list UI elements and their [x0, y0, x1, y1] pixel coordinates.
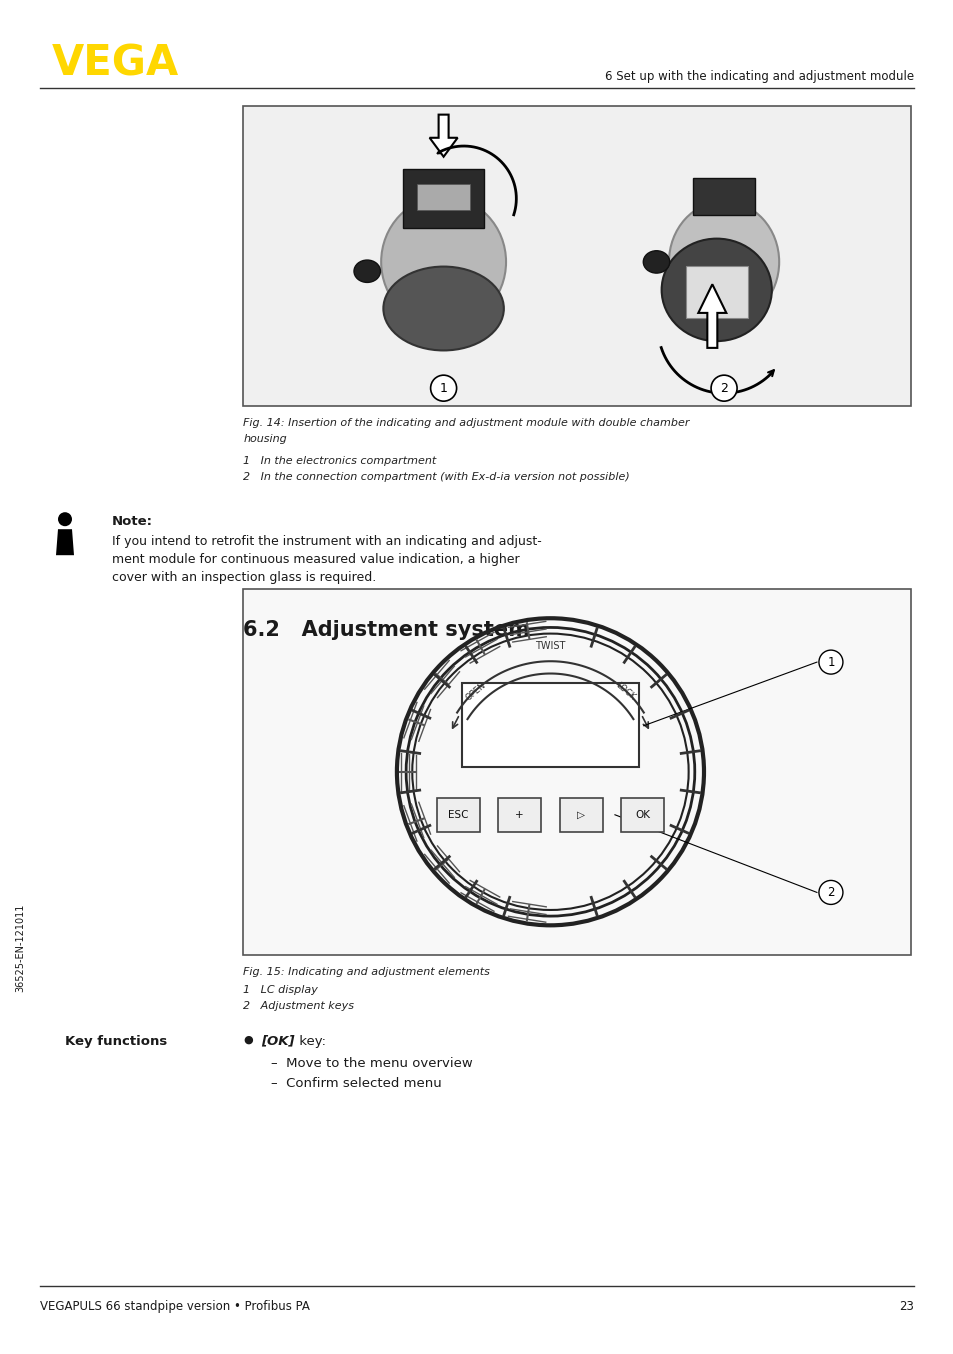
- Ellipse shape: [642, 250, 669, 274]
- Text: VEGAPULS 66 standpipe version • Profibus PA: VEGAPULS 66 standpipe version • Profibus…: [40, 1300, 310, 1313]
- Circle shape: [818, 650, 842, 674]
- Bar: [497, 798, 540, 831]
- Bar: [685, 265, 747, 318]
- Text: 6.2   Adjustment system: 6.2 Adjustment system: [243, 620, 530, 640]
- Text: ESC: ESC: [448, 810, 468, 819]
- Text: 1: 1: [439, 382, 447, 394]
- Text: Key functions: Key functions: [65, 1034, 167, 1048]
- Text: LOCK: LOCK: [613, 681, 636, 701]
- Circle shape: [404, 626, 696, 918]
- Text: 6 Set up with the indicating and adjustment module: 6 Set up with the indicating and adjustm…: [604, 70, 913, 83]
- Bar: [243, 589, 910, 955]
- Text: Fig. 14: Insertion of the indicating and adjustment module with double chamber: Fig. 14: Insertion of the indicating and…: [243, 418, 689, 428]
- Text: key:: key:: [295, 1034, 326, 1048]
- Polygon shape: [429, 115, 457, 157]
- Text: OK: OK: [635, 810, 649, 819]
- Bar: [559, 798, 602, 831]
- Ellipse shape: [381, 196, 505, 328]
- Text: If you intend to retrofit the instrument with an indicating and adjust-: If you intend to retrofit the instrument…: [112, 535, 541, 548]
- Text: Note:: Note:: [112, 516, 152, 528]
- Bar: [243, 106, 910, 406]
- Bar: [461, 682, 639, 768]
- Text: TWIST: TWIST: [535, 640, 565, 651]
- Text: ●: ●: [243, 1034, 253, 1044]
- Ellipse shape: [354, 260, 380, 283]
- Text: 2: 2: [826, 886, 834, 899]
- Circle shape: [58, 512, 71, 527]
- Bar: [693, 179, 754, 215]
- Text: ▷: ▷: [577, 810, 584, 819]
- Text: +: +: [515, 810, 523, 819]
- Text: 23: 23: [898, 1300, 913, 1313]
- Text: 1   LC display: 1 LC display: [243, 984, 317, 995]
- Ellipse shape: [668, 202, 779, 322]
- Text: ment module for continuous measured value indication, a higher: ment module for continuous measured valu…: [112, 554, 519, 566]
- Circle shape: [430, 375, 456, 401]
- Text: OPEN: OPEN: [463, 680, 487, 703]
- Text: –  Move to the menu overview: – Move to the menu overview: [271, 1056, 473, 1070]
- Bar: [403, 169, 483, 229]
- Text: 2   In the connection compartment (with Ex-d-ia version not possible): 2 In the connection compartment (with Ex…: [243, 473, 629, 482]
- Ellipse shape: [661, 238, 771, 341]
- Polygon shape: [698, 284, 725, 348]
- Ellipse shape: [383, 267, 503, 351]
- Text: [OK]: [OK]: [261, 1034, 294, 1048]
- Polygon shape: [56, 529, 74, 555]
- Bar: [416, 184, 470, 210]
- Text: 2: 2: [720, 382, 727, 394]
- Bar: [620, 798, 663, 831]
- Text: 2   Adjustment keys: 2 Adjustment keys: [243, 1001, 354, 1010]
- Text: 1   In the electronics compartment: 1 In the electronics compartment: [243, 456, 436, 466]
- Text: 36525-EN-121011: 36525-EN-121011: [15, 903, 25, 992]
- Circle shape: [818, 880, 842, 904]
- Text: 1: 1: [826, 655, 834, 669]
- Text: cover with an inspection glass is required.: cover with an inspection glass is requir…: [112, 571, 375, 584]
- Text: housing: housing: [243, 435, 287, 444]
- Text: Fig. 15: Indicating and adjustment elements: Fig. 15: Indicating and adjustment eleme…: [243, 967, 490, 976]
- Bar: [436, 798, 479, 831]
- Text: –  Confirm selected menu: – Confirm selected menu: [271, 1076, 441, 1090]
- Circle shape: [710, 375, 737, 401]
- Text: VEGA: VEGA: [52, 42, 179, 84]
